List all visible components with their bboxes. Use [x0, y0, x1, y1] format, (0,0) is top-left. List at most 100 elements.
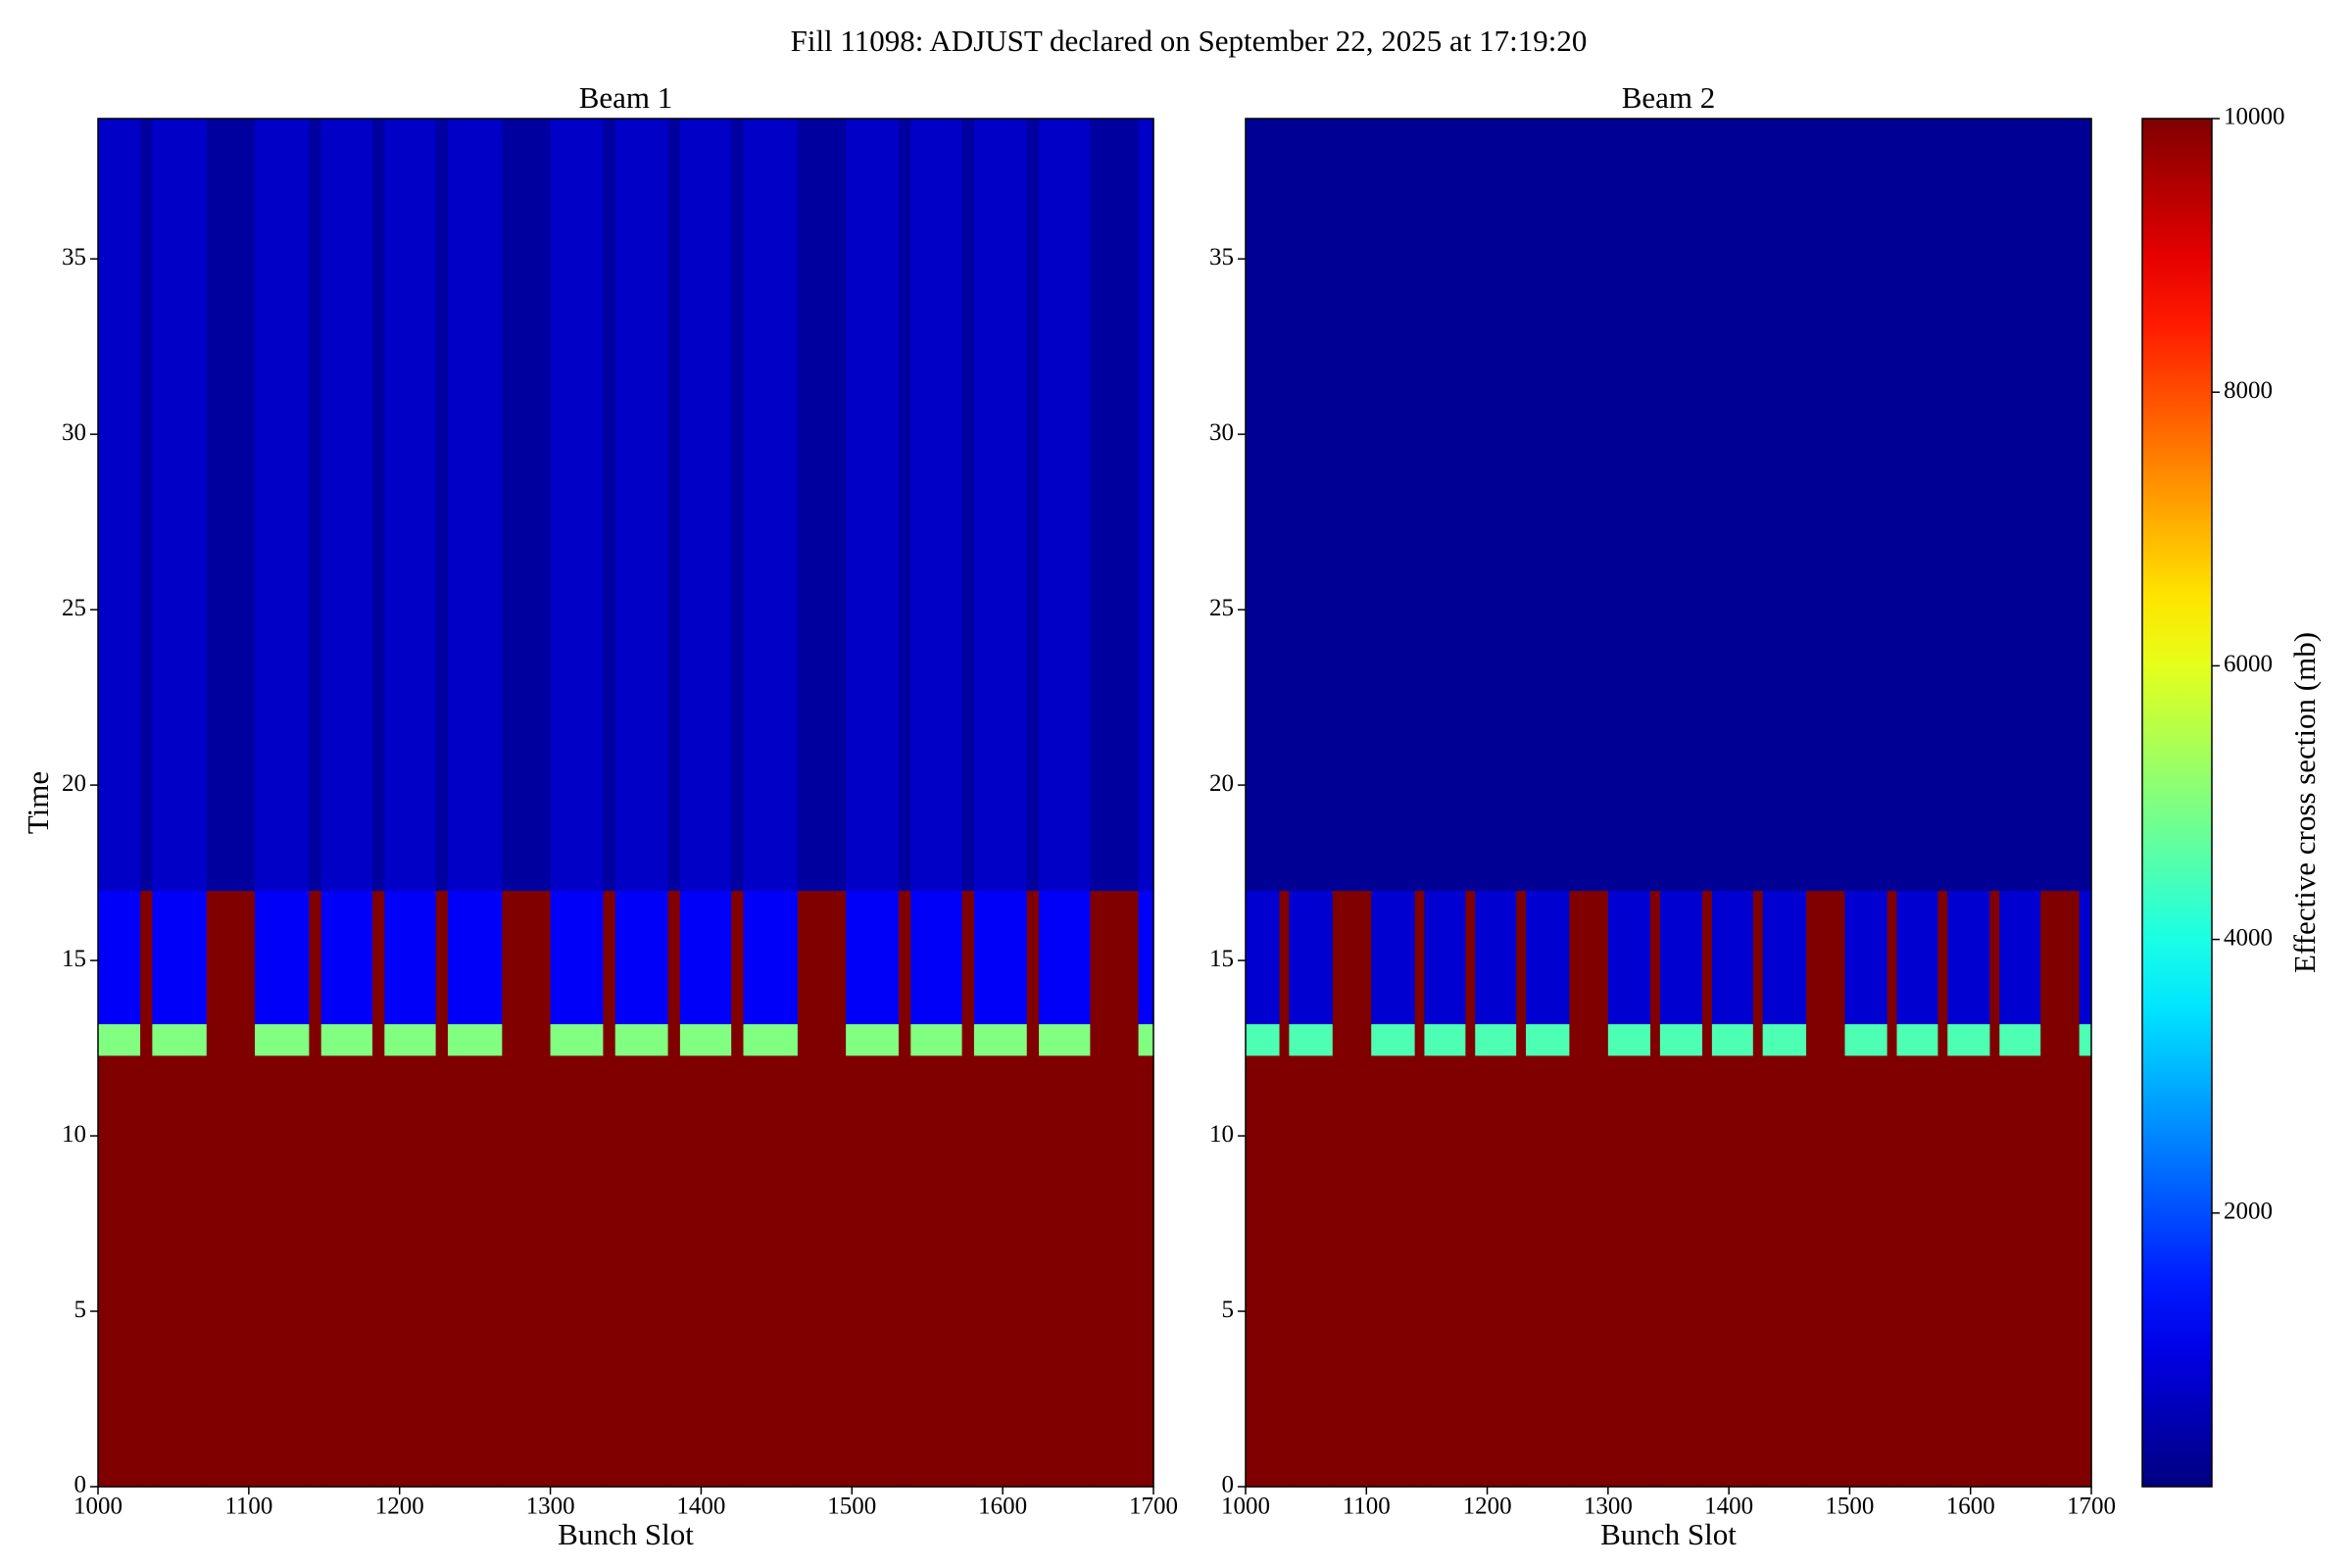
heatmap-cell: [1465, 119, 1476, 892]
heatmap-cell: [1989, 119, 2000, 892]
colorbar-tick-label: 2000: [2224, 1199, 2273, 1225]
heatmap-cell: [1947, 1054, 1991, 1488]
heatmap-cell: [309, 1023, 322, 1056]
heatmap-cell: [2040, 1054, 2081, 1488]
heatmap-cell: [98, 890, 141, 1025]
heatmap-cell: [667, 1054, 681, 1488]
heatmap-cell: [550, 1054, 605, 1488]
heatmap-cell: [846, 1054, 900, 1488]
figure-title: Fill 11098: ADJUST declared on September…: [791, 24, 1588, 58]
panel-title: Beam 1: [579, 80, 673, 115]
heatmap-cell: [846, 890, 900, 1025]
x-tick-label: 1700: [2067, 1494, 2116, 1520]
heatmap-cell: [1752, 1023, 1764, 1056]
heatmap-cell: [1138, 119, 1154, 892]
heatmap-cell: [731, 890, 745, 1025]
heatmap-cell: [1279, 119, 1290, 892]
x-tick-label: 1200: [1463, 1494, 1512, 1520]
heatmap-cell: [1806, 1023, 1846, 1056]
heatmap-cell: [372, 1054, 385, 1488]
heatmap-cell: [435, 1054, 449, 1488]
heatmap-cell: [1465, 890, 1476, 1025]
heatmap-cell: [320, 1023, 373, 1056]
heatmap-cell: [2040, 1023, 2081, 1056]
heatmap-cell: [846, 119, 900, 892]
heatmap-cell: [1516, 119, 1527, 892]
heatmap-cell: [614, 1023, 669, 1056]
heatmap-cell: [1702, 890, 1713, 1025]
heatmap-cell: [447, 890, 503, 1025]
heatmap-cell: [797, 119, 847, 892]
heatmap-cell: [1414, 1023, 1426, 1056]
y-tick-label: 20: [1209, 770, 1234, 797]
heatmap-cell: [1650, 119, 1661, 892]
y-tick-label: 15: [1209, 946, 1234, 972]
heatmap-cell: [1279, 890, 1290, 1025]
heatmap-cell: [309, 890, 322, 1025]
heatmap-cell: [910, 1023, 963, 1056]
heatmap-cell: [1762, 1054, 1807, 1488]
heatmap-cell: [1289, 1023, 1334, 1056]
heatmap-cell: [206, 890, 256, 1025]
x-tick-label: 1400: [1704, 1494, 1753, 1520]
heatmap-cell: [667, 1023, 681, 1056]
heatmap-cell: [1896, 890, 1939, 1025]
x-tick-label: 1600: [978, 1494, 1027, 1520]
heatmap-cell: [1886, 890, 1898, 1025]
heatmap-cells: [1246, 119, 2092, 1488]
heatmap-cell: [309, 1054, 322, 1488]
colorbar: [2141, 118, 2213, 1488]
heatmap-cell: [98, 119, 141, 892]
heatmap-cell: [550, 119, 605, 892]
heatmap-cell: [1752, 890, 1764, 1025]
heatmap-cell: [1844, 1054, 1888, 1488]
heatmap-cell: [603, 890, 616, 1025]
heatmap-cell: [140, 119, 153, 892]
heatmap-cell: [1999, 119, 2041, 892]
heatmap-cell: [1332, 1023, 1372, 1056]
heatmap-cell: [1138, 1054, 1154, 1488]
heatmap-cell: [1371, 1023, 1416, 1056]
heatmap-cell: [206, 119, 256, 892]
heatmap-cell: [1896, 1023, 1939, 1056]
heatmap-cell: [384, 890, 437, 1025]
heatmap-cell: [372, 890, 385, 1025]
heatmap-cell: [1039, 119, 1091, 892]
heatmap-cell: [743, 1054, 799, 1488]
heatmap-cell: [1999, 1023, 2041, 1056]
heatmap-cell: [614, 890, 669, 1025]
heatmap-cell: [1711, 119, 1754, 892]
x-tick-label: 1500: [827, 1494, 876, 1520]
heatmap-cell: [1516, 890, 1527, 1025]
heatmap-cell: [1844, 890, 1888, 1025]
heatmap-cell: [1607, 1023, 1651, 1056]
heatmap-cell: [1475, 119, 1517, 892]
heatmap-cell: [1371, 1054, 1416, 1488]
heatmap-cell: [502, 1023, 552, 1056]
heatmap-cell: [743, 119, 799, 892]
heatmap-cell: [898, 890, 911, 1025]
colorbar-tick-label: 8000: [2224, 377, 2273, 404]
x-tick-label: 1300: [526, 1494, 575, 1520]
panel-title: Beam 2: [1622, 80, 1716, 115]
heatmap-cell: [731, 119, 745, 892]
heatmap-cell: [797, 1023, 847, 1056]
heatmap-cell: [1844, 119, 1888, 892]
heatmap-cell: [1465, 1023, 1476, 1056]
colorbar-label: Effective cross section (mb): [2287, 632, 2322, 973]
heatmap-cell: [1659, 1054, 1703, 1488]
y-tick-label: 25: [62, 595, 86, 621]
heatmap-cell: [309, 119, 322, 892]
heatmap-cell: [502, 119, 552, 892]
y-tick-label: 35: [1209, 244, 1234, 270]
x-tick-label: 1400: [676, 1494, 725, 1520]
heatmap-cell: [1246, 1054, 1281, 1488]
x-tick-label: 1700: [1129, 1494, 1178, 1520]
heatmap-cell: [1569, 890, 1609, 1025]
heatmap-cell: [140, 890, 153, 1025]
heatmap-cell: [1937, 119, 1948, 892]
heatmap-cell: [1279, 1054, 1290, 1488]
heatmap-cell: [679, 119, 732, 892]
heatmap-cell: [1465, 1054, 1476, 1488]
